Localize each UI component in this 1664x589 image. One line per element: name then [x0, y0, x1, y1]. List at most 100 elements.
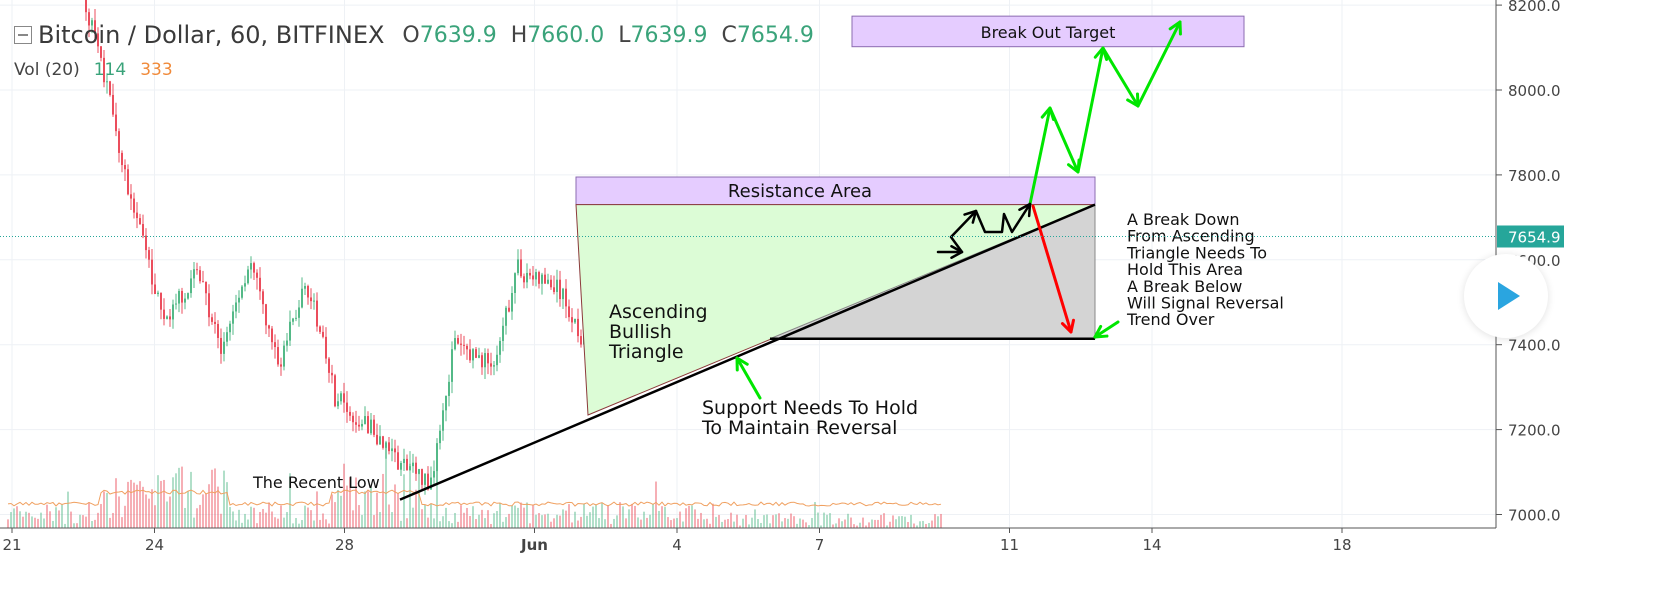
volume-bar — [412, 507, 414, 528]
candle-body — [544, 274, 546, 284]
play-button[interactable] — [1464, 254, 1548, 338]
volume-bar — [592, 506, 594, 528]
volume-bar — [619, 502, 621, 528]
consolidation-arrow-head — [963, 209, 978, 224]
volume-bar — [454, 512, 456, 528]
volume-bar — [433, 518, 435, 528]
symbol-header: Bitcoin / Dollar, 60, BITFINEX O7639.9 H… — [14, 18, 814, 52]
volume-bar — [658, 510, 660, 528]
volume-bar — [193, 517, 195, 528]
candle-body — [565, 288, 567, 307]
volume-bar — [88, 502, 90, 528]
candle-body — [310, 297, 312, 302]
volume-bar — [802, 519, 804, 528]
volume-bar — [523, 507, 525, 528]
volume-bar — [664, 507, 666, 528]
volume-bar — [853, 524, 855, 528]
volume-bar — [712, 503, 714, 528]
volume-bar — [817, 512, 819, 528]
open-label: O — [402, 22, 420, 48]
pattern-label: Triangle — [608, 341, 684, 363]
volume-bar — [442, 516, 444, 528]
bullish-arrow-head — [1168, 20, 1182, 36]
candle-body — [256, 272, 258, 278]
volume-bar — [163, 479, 165, 528]
breakdown-label: Trend Over — [1126, 310, 1215, 329]
current-price-label: 7654.9 — [1508, 228, 1561, 246]
candle-body — [280, 364, 282, 367]
volume-bar — [856, 525, 858, 528]
volume-bar — [646, 517, 648, 528]
volume-bar — [394, 484, 396, 528]
candle-body — [358, 424, 360, 427]
volume-bar — [187, 491, 189, 528]
volume-bar — [790, 513, 792, 528]
candle-body — [526, 272, 528, 283]
volume-bar — [550, 521, 552, 528]
volume-bar — [526, 502, 528, 528]
candle-body — [337, 401, 339, 407]
candle-body — [289, 321, 291, 341]
breakdown-arrow — [1093, 320, 1120, 339]
candle-body — [388, 442, 390, 452]
volume-bar — [226, 482, 228, 528]
candle-body — [520, 259, 522, 277]
candle-body — [559, 279, 561, 300]
volume-bar — [328, 523, 330, 528]
volume-bar — [304, 505, 306, 528]
volume-bar — [271, 511, 273, 528]
volume-bar — [385, 445, 387, 528]
volume-bar — [16, 506, 18, 528]
candle-body — [85, 0, 87, 13]
volume-bar — [364, 491, 366, 528]
time-tick-label: 21 — [2, 536, 21, 554]
volume-bar — [793, 516, 795, 528]
volume-bar — [430, 504, 432, 528]
volume-bar — [7, 519, 9, 528]
volume-bar — [799, 518, 801, 528]
volume-bar — [307, 507, 309, 528]
candle-body — [205, 281, 207, 294]
volume-bar — [337, 489, 339, 528]
volume-bar — [883, 513, 885, 528]
volume-bar — [607, 505, 609, 528]
volume-bar — [343, 463, 345, 528]
volume-bar — [727, 519, 729, 528]
volume-bar — [877, 519, 879, 528]
breakdown-label: Will Signal Reversal — [1127, 294, 1284, 313]
minimize-box-icon[interactable] — [14, 26, 32, 44]
volume-bar — [334, 502, 336, 528]
volume-bar — [91, 521, 93, 528]
breakout-target-label: Break Out Target — [981, 23, 1116, 42]
candle-body — [316, 300, 318, 327]
volume-bar — [733, 521, 735, 528]
volume-bar — [232, 511, 234, 528]
candle-body — [106, 81, 108, 83]
volume-bar — [31, 516, 33, 528]
candle-body — [313, 300, 315, 302]
candle-body — [457, 338, 459, 344]
candle-body — [199, 270, 201, 282]
volume-bar — [352, 510, 354, 528]
volume-bar — [331, 494, 333, 528]
volume-bar — [79, 514, 81, 528]
breakdown-arrow-head — [1093, 324, 1109, 339]
volume-bar — [541, 515, 543, 528]
volume-bar — [19, 511, 21, 528]
volume-bar — [577, 520, 579, 528]
price-tick-label: 8200.0 — [1508, 0, 1561, 15]
volume-bar — [391, 512, 393, 528]
candle-body — [127, 169, 129, 195]
candle-body — [238, 297, 240, 303]
volume-bar — [685, 508, 687, 528]
open-value: 7639.9 — [419, 22, 497, 48]
candle-body — [340, 393, 342, 402]
volume-bar — [376, 492, 378, 528]
volume-bar — [505, 517, 507, 528]
price-axis: 8200.08000.07800.07600.07400.07200.07000… — [0, 0, 1564, 528]
volume-bar — [130, 479, 132, 528]
candle-body — [373, 419, 375, 435]
volume-bar — [511, 505, 513, 528]
candle-body — [103, 57, 105, 83]
